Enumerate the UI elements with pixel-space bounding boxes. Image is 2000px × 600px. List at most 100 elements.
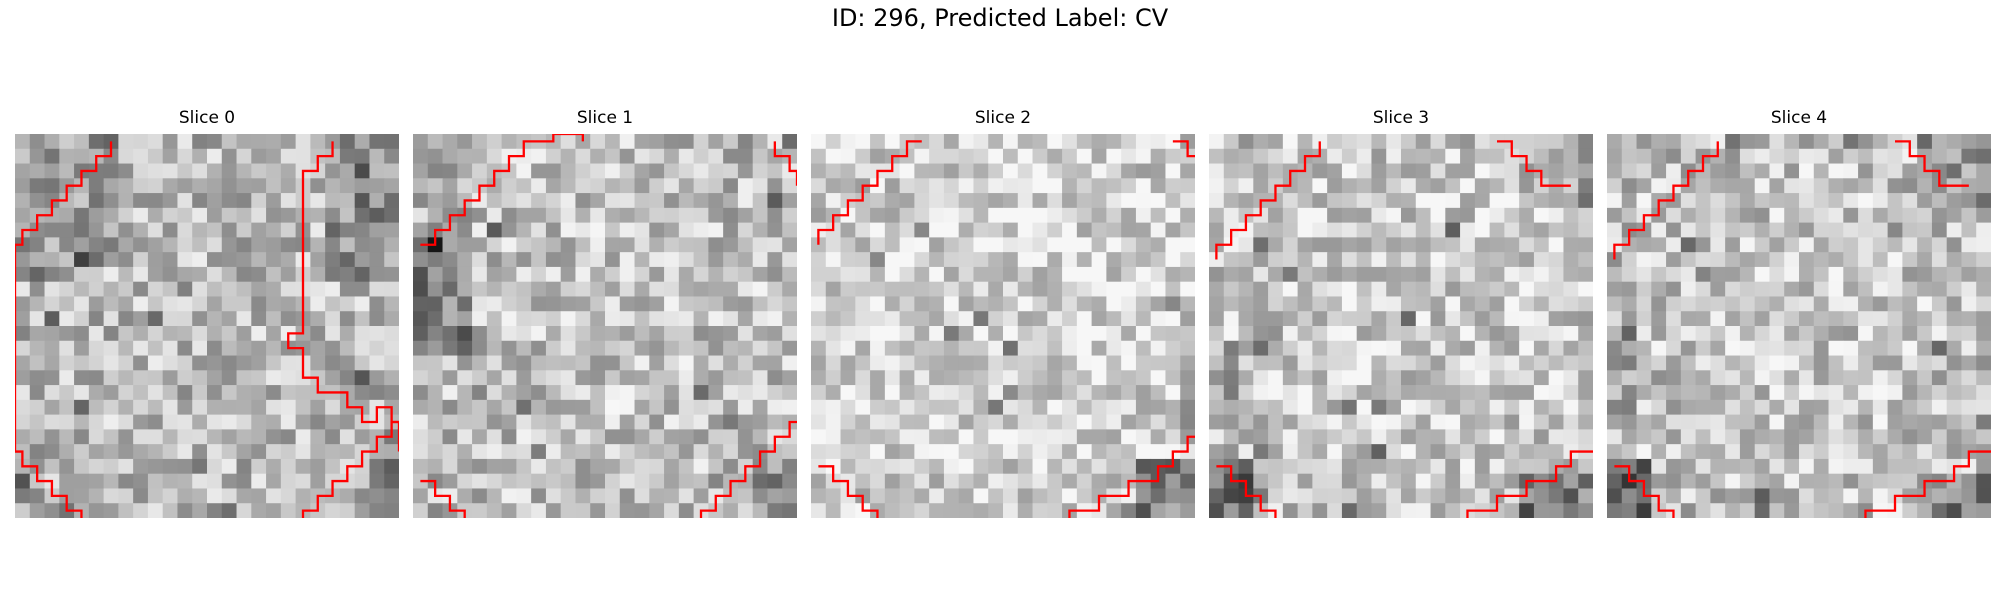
- pixel-cell: [1961, 429, 1977, 445]
- pixel-cell: [605, 163, 621, 179]
- pixel-cell: [664, 266, 680, 283]
- pixel-cell: [884, 134, 901, 150]
- pixel-cell: [147, 429, 164, 445]
- pixel-cell: [929, 296, 945, 312]
- pixel-cell: [1268, 399, 1284, 416]
- pixel-cell: [369, 326, 385, 342]
- pixel-cell: [472, 503, 488, 518]
- pixel-cell: [1754, 429, 1770, 445]
- pixel-cell: [133, 281, 149, 297]
- pixel-cell: [767, 252, 783, 268]
- pixel-cell: [1047, 252, 1063, 268]
- pixel-cell: [221, 134, 237, 150]
- pixel-cell: [1017, 163, 1033, 179]
- pixel-cell: [782, 488, 797, 504]
- pixel-cell: [1651, 252, 1667, 268]
- pixel-cell: [1106, 178, 1122, 194]
- pixel-cell: [339, 266, 356, 283]
- pixel-cell: [1047, 488, 1063, 504]
- pixel-cell: [723, 163, 739, 179]
- pixel-cell: [619, 399, 635, 416]
- pixel-cell: [1223, 326, 1239, 342]
- pixel-cell: [1578, 399, 1593, 416]
- contour-line-2: [1864, 450, 1991, 518]
- pixel-cell: [1887, 207, 1903, 224]
- pixel-cell: [295, 148, 311, 164]
- pixel-cell: [634, 311, 650, 327]
- pixel-cell: [1578, 503, 1593, 518]
- pixel-cell: [1680, 193, 1697, 209]
- pixel-cell: [1754, 488, 1770, 504]
- pixel-cell: [840, 134, 856, 150]
- pixel-cell: [1386, 148, 1402, 164]
- pixel-cell: [472, 163, 488, 179]
- pixel-cell: [162, 207, 178, 224]
- pixel-cell: [1223, 178, 1239, 194]
- pixel-cell: [1106, 385, 1122, 401]
- pixel-cell: [678, 385, 695, 401]
- pixel-cell: [1165, 266, 1181, 283]
- pixel-cell: [1946, 281, 1962, 297]
- pixel-cell: [339, 178, 356, 194]
- pixel-cell: [1548, 340, 1564, 356]
- pixel-cell: [988, 311, 1004, 327]
- pixel-cell: [501, 385, 517, 401]
- pixel-cell: [708, 178, 724, 194]
- pixel-cell: [1430, 296, 1446, 312]
- pixel-cell: [1474, 222, 1491, 238]
- pixel-cell: [29, 134, 45, 150]
- pixel-cell: [1813, 355, 1829, 371]
- pixel-cell: [1356, 237, 1372, 253]
- pixel-cell: [531, 473, 547, 489]
- pixel-cell: [486, 370, 503, 386]
- pixel-cell: [1636, 385, 1652, 401]
- pixel-cell: [103, 178, 119, 194]
- pixel-cell: [44, 326, 60, 342]
- pixel-cell: [1887, 193, 1903, 209]
- pixel-cell: [280, 207, 297, 224]
- pixel-cell: [1739, 134, 1756, 150]
- pixel-cell: [516, 281, 532, 297]
- pixel-cell: [1843, 458, 1859, 475]
- pixel-cell: [605, 399, 621, 416]
- pixel-cell: [590, 222, 606, 238]
- pixel-cell: [1253, 148, 1269, 164]
- pixel-cell: [1489, 399, 1505, 416]
- pixel-cell: [664, 473, 680, 489]
- pixel-cell: [1282, 444, 1299, 460]
- pixel-cell: [1769, 178, 1785, 194]
- pixel-cell: [1563, 429, 1579, 445]
- pixel-cell: [162, 444, 178, 460]
- pixel-cell: [1769, 444, 1785, 460]
- pixel-cell: [1076, 444, 1093, 460]
- pixel-cell: [560, 355, 576, 371]
- pixel-cell: [1739, 488, 1756, 504]
- pixel-cell: [472, 385, 488, 401]
- pixel-cell: [1887, 399, 1903, 416]
- pixel-cell: [339, 488, 356, 504]
- pixel-cell: [147, 237, 164, 253]
- pixel-cell: [133, 252, 149, 268]
- pixel-cell: [192, 385, 208, 401]
- pixel-cell: [811, 340, 827, 356]
- pixel-cell: [545, 444, 562, 460]
- pixel-cell: [1533, 355, 1550, 371]
- pixel-cell: [1017, 207, 1033, 224]
- pixel-cell: [1519, 444, 1535, 460]
- pixel-cell: [1578, 458, 1593, 475]
- pixel-cell: [1739, 193, 1756, 209]
- pixel-cell: [1180, 488, 1195, 504]
- pixel-cell: [280, 414, 297, 430]
- pixel-cell: [1769, 281, 1785, 297]
- pixel-cell: [1091, 178, 1107, 194]
- pixel-cell: [266, 296, 282, 312]
- pixel-cell: [884, 444, 901, 460]
- pixel-cell: [177, 488, 193, 504]
- pixel-cell: [88, 503, 105, 518]
- pixel-cell: [1799, 237, 1815, 253]
- pixel-cell: [1961, 340, 1977, 356]
- pixel-cell: [369, 193, 385, 209]
- pixel-cell: [147, 503, 164, 518]
- pixel-cell: [339, 237, 356, 253]
- pixel-cell: [1415, 148, 1431, 164]
